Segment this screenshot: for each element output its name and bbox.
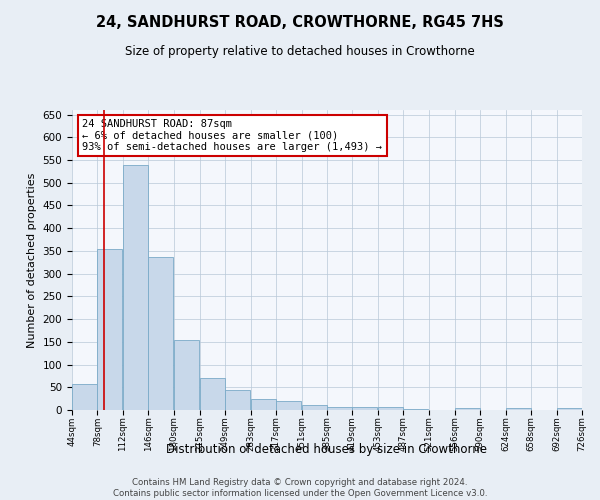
Text: Contains HM Land Registry data © Crown copyright and database right 2024.
Contai: Contains HM Land Registry data © Crown c… xyxy=(113,478,487,498)
Bar xyxy=(352,407,377,410)
Bar xyxy=(557,408,581,410)
Bar xyxy=(72,384,97,410)
Y-axis label: Number of detached properties: Number of detached properties xyxy=(27,172,37,348)
Bar xyxy=(148,257,173,410)
Bar xyxy=(455,408,480,410)
Bar xyxy=(97,248,122,410)
Bar xyxy=(276,401,301,410)
Bar xyxy=(200,378,225,410)
Bar xyxy=(403,409,428,410)
Bar xyxy=(327,407,352,410)
Bar xyxy=(225,390,250,410)
Text: Distribution of detached houses by size in Crowthorne: Distribution of detached houses by size … xyxy=(167,442,487,456)
Bar xyxy=(251,398,276,410)
Bar xyxy=(378,407,403,410)
Bar xyxy=(174,340,199,410)
Bar xyxy=(123,166,148,410)
Bar xyxy=(506,408,531,410)
Text: 24, SANDHURST ROAD, CROWTHORNE, RG45 7HS: 24, SANDHURST ROAD, CROWTHORNE, RG45 7HS xyxy=(96,15,504,30)
Text: Size of property relative to detached houses in Crowthorne: Size of property relative to detached ho… xyxy=(125,45,475,58)
Text: 24 SANDHURST ROAD: 87sqm
← 6% of detached houses are smaller (100)
93% of semi-d: 24 SANDHURST ROAD: 87sqm ← 6% of detache… xyxy=(82,119,382,152)
Bar xyxy=(302,406,326,410)
